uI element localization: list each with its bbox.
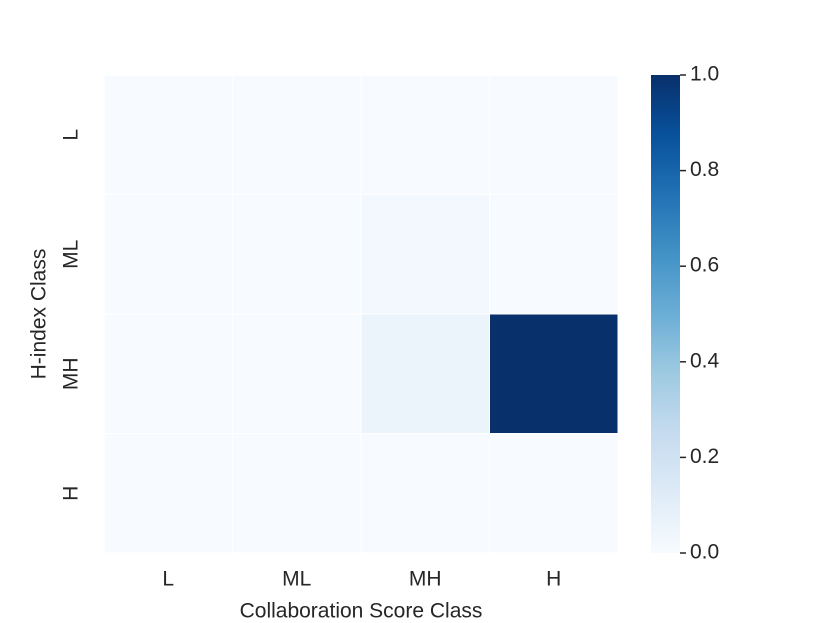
heatmap-cell: [103, 313, 233, 434]
colorbar-tick-label: 0.0: [690, 541, 719, 564]
heatmap-cell: [489, 433, 619, 554]
heatmap-cell: [103, 74, 233, 195]
heatmap-cell: [489, 194, 619, 315]
y-axis-label: H-index Class: [28, 249, 51, 380]
x-tick-label: H: [546, 568, 561, 591]
heatmap-cell: [489, 74, 619, 195]
heatmap-cell: [103, 433, 233, 554]
heatmap-cell: [103, 194, 233, 315]
heatmap-cell: [360, 313, 490, 434]
colorbar-tick-label: 0.8: [690, 158, 719, 181]
heatmap-cell: [232, 433, 362, 554]
x-tick-label: MH: [409, 568, 442, 591]
heatmap-cell: [360, 74, 490, 195]
colorbar-tick-label: 0.6: [690, 254, 719, 277]
heatmap-cell: [232, 74, 362, 195]
y-tick-label: L: [60, 129, 83, 141]
x-tick-label: L: [162, 568, 174, 591]
colorbar-tick-label: 0.4: [690, 349, 720, 372]
colorbar: [651, 75, 680, 553]
colorbar-tick-label: 1.0: [690, 63, 719, 86]
y-tick-label: H: [60, 486, 83, 501]
heatmap-cell: [360, 433, 490, 554]
heatmap-cell: [232, 194, 362, 315]
y-tick-label: MH: [60, 357, 83, 390]
heatmap-cell: [489, 313, 619, 434]
x-axis-label: Collaboration Score Class: [240, 600, 483, 623]
heatmap-cell: [360, 194, 490, 315]
colorbar-tick-label: 0.2: [690, 445, 719, 468]
y-tick-label: ML: [60, 240, 83, 269]
heatmap-cell: [232, 313, 362, 434]
x-tick-label: ML: [282, 568, 311, 591]
